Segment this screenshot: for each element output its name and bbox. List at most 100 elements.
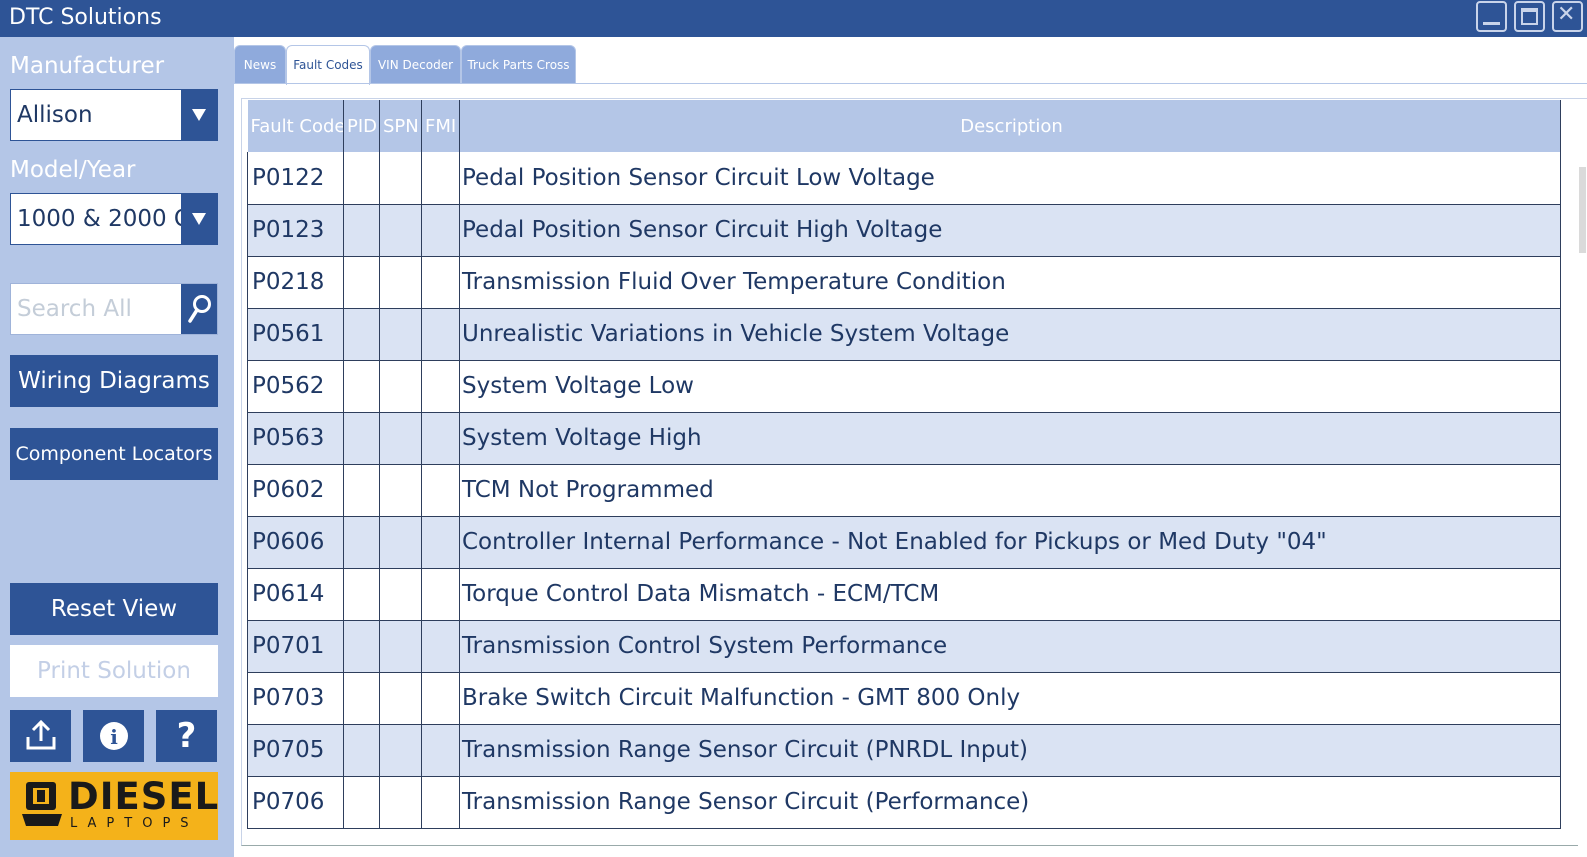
table-row[interactable]: P0706 Transmission Range Sensor Circuit (…: [247, 776, 1561, 829]
column-header-spn[interactable]: SPN: [379, 100, 422, 152]
minimize-icon[interactable]: [1476, 1, 1507, 32]
close-icon[interactable]: [1552, 1, 1583, 32]
table-row[interactable]: P0614 Torque Control Data Mismatch - ECM/…: [247, 568, 1561, 621]
fault-code-cell: P0122: [247, 152, 344, 205]
description-cell: Transmission Fluid Over Temperature Cond…: [459, 256, 1561, 309]
search-button[interactable]: [181, 284, 217, 334]
logo-word: DIESEL: [68, 775, 220, 818]
model-year-label: Model/Year: [10, 157, 136, 183]
chevron-down-icon[interactable]: [181, 90, 217, 140]
table-row[interactable]: P0123 Pedal Position Sensor Circuit High …: [247, 204, 1561, 257]
tab-news[interactable]: News: [234, 45, 286, 84]
pid-cell: [343, 412, 380, 465]
fault-code-cell: P0563: [247, 412, 344, 465]
fault-codes-panel: Fault Code PID SPN FMI Description P0122…: [241, 98, 1587, 846]
column-header-fault-code[interactable]: Fault Code: [247, 100, 344, 152]
fmi-cell: [421, 724, 460, 777]
print-solution-button[interactable]: Print Solution: [10, 645, 218, 697]
column-header-description[interactable]: Description: [459, 100, 1561, 152]
upload-button[interactable]: [10, 710, 71, 762]
fmi-cell: [421, 672, 460, 725]
pid-cell: [343, 672, 380, 725]
pid-cell: [343, 776, 380, 829]
svg-text:i: i: [110, 725, 118, 749]
spn-cell: [379, 516, 422, 569]
description-cell: System Voltage High: [459, 412, 1561, 465]
spn-cell: [379, 464, 422, 517]
spn-cell: [379, 620, 422, 673]
model-year-select[interactable]: 1000 & 2000 G: [10, 193, 218, 245]
fmi-cell: [421, 776, 460, 829]
vertical-scrollbar[interactable]: [1578, 152, 1587, 852]
help-button[interactable]: ?: [156, 710, 217, 762]
description-cell: Pedal Position Sensor Circuit Low Voltag…: [459, 152, 1561, 205]
app-title: DTC Solutions: [9, 5, 162, 30]
fault-code-cell: P0606: [247, 516, 344, 569]
scrollbar-thumb[interactable]: [1579, 167, 1586, 253]
maximize-icon[interactable]: [1514, 1, 1545, 32]
fault-code-cell: P0701: [247, 620, 344, 673]
spn-cell: [379, 412, 422, 465]
fault-code-cell: P0123: [247, 204, 344, 257]
pid-cell: [343, 360, 380, 413]
info-button[interactable]: i: [83, 710, 144, 762]
table-row[interactable]: P0602 TCM Not Programmed: [247, 464, 1561, 517]
search-icon: [188, 295, 211, 323]
pid-cell: [343, 620, 380, 673]
column-header-pid[interactable]: PID: [343, 100, 380, 152]
table-row[interactable]: P0122 Pedal Position Sensor Circuit Low V…: [247, 152, 1561, 205]
spn-cell: [379, 360, 422, 413]
description-cell: System Voltage Low: [459, 360, 1561, 413]
table-row[interactable]: P0562 System Voltage Low: [247, 360, 1561, 413]
fmi-cell: [421, 412, 460, 465]
logo-subword: LAPTOPS: [70, 816, 199, 831]
component-locators-button[interactable]: Component Locators: [10, 428, 218, 480]
description-cell: Transmission Range Sensor Circuit (Perfo…: [459, 776, 1561, 829]
fault-code-cell: P0562: [247, 360, 344, 413]
description-cell: Torque Control Data Mismatch - ECM/TCM: [459, 568, 1561, 621]
table-header-row: Fault Code PID SPN FMI Description: [247, 100, 1561, 152]
tab-fault-codes[interactable]: Fault Codes: [286, 45, 370, 85]
pid-cell: [343, 724, 380, 777]
table-row[interactable]: P0561 Unrealistic Variations in Vehicle S…: [247, 308, 1561, 361]
chevron-down-icon[interactable]: [181, 194, 217, 244]
description-cell: Controller Internal Performance - Not En…: [459, 516, 1561, 569]
reset-view-button[interactable]: Reset View: [10, 583, 218, 635]
spn-cell: [379, 256, 422, 309]
spn-cell: [379, 672, 422, 725]
spn-cell: [379, 308, 422, 361]
pid-cell: [343, 256, 380, 309]
pid-cell: [343, 516, 380, 569]
fault-code-cell: P0705: [247, 724, 344, 777]
description-cell: Pedal Position Sensor Circuit High Volta…: [459, 204, 1561, 257]
fmi-cell: [421, 620, 460, 673]
manufacturer-value: Allison: [17, 102, 93, 128]
table-row[interactable]: P0705 Transmission Range Sensor Circuit (…: [247, 724, 1561, 777]
table-row[interactable]: P0701 Transmission Control System Perform…: [247, 620, 1561, 673]
tab-vin-decoder[interactable]: VIN Decoder: [370, 45, 461, 84]
fault-code-cell: P0614: [247, 568, 344, 621]
pid-cell: [343, 464, 380, 517]
description-cell: Unrealistic Variations in Vehicle System…: [459, 308, 1561, 361]
spn-cell: [379, 152, 422, 205]
main-area: News Fault Codes VIN Decoder Truck Parts…: [229, 37, 1587, 857]
table-row[interactable]: P0606 Controller Internal Performance - N…: [247, 516, 1561, 569]
column-header-fmi[interactable]: FMI: [421, 100, 460, 152]
upload-icon: [26, 719, 56, 750]
table-row[interactable]: P0218 Transmission Fluid Over Temperature…: [247, 256, 1561, 309]
fault-code-cell: P0218: [247, 256, 344, 309]
pid-cell: [343, 308, 380, 361]
manufacturer-label: Manufacturer: [10, 53, 165, 79]
wiring-diagrams-button[interactable]: Wiring Diagrams: [10, 355, 218, 407]
table-row[interactable]: P0703 Brake Switch Circuit Malfunction - …: [247, 672, 1561, 725]
description-cell: Transmission Control System Performance: [459, 620, 1561, 673]
fmi-cell: [421, 308, 460, 361]
manufacturer-select[interactable]: Allison: [10, 89, 218, 141]
spn-cell: [379, 204, 422, 257]
spn-cell: [379, 724, 422, 777]
search-input[interactable]: Search All: [10, 283, 218, 335]
description-cell: Brake Switch Circuit Malfunction - GMT 8…: [459, 672, 1561, 725]
fault-code-cell: P0561: [247, 308, 344, 361]
tab-truck-parts-cross[interactable]: Truck Parts Cross: [461, 45, 576, 84]
table-row[interactable]: P0563 System Voltage High: [247, 412, 1561, 465]
